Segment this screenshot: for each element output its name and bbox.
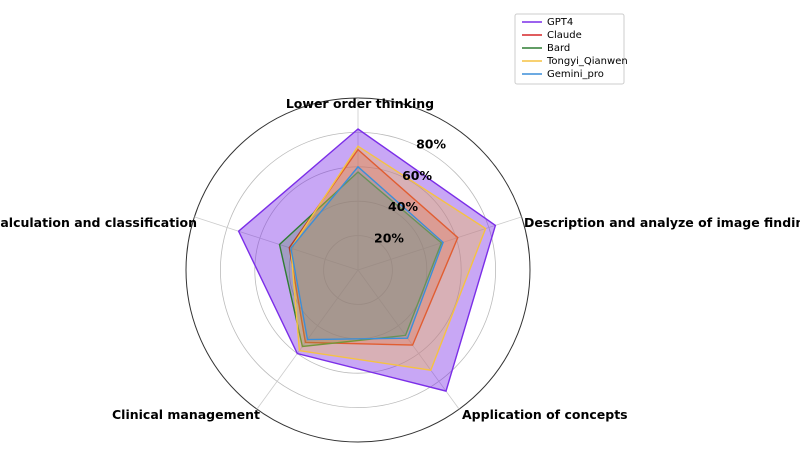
axis-labels: Lower order thinking Description and anal… [0, 96, 800, 422]
radar-series [237, 128, 497, 392]
series-tongyi-qianwen [290, 145, 487, 371]
axis-label: Calculation and classification [0, 215, 197, 230]
tick-label: 60% [402, 168, 432, 183]
legend-entry: Gemini_pro [547, 69, 604, 80]
axis-spoke [357, 269, 460, 410]
legend-entry: Claude [547, 30, 582, 41]
legend-box [514, 13, 625, 85]
legend-entry: Bard [547, 43, 570, 54]
axis-label: Lower order thinking [286, 96, 434, 111]
tick-label: 80% [416, 136, 446, 151]
tick-label: 20% [374, 231, 404, 246]
axis-spoke [194, 216, 359, 271]
tick-label: 40% [388, 199, 418, 214]
axis-spoke [357, 216, 522, 271]
legend: GPT4 Claude Bard Tongyi_Qianwen Gemini_pro [514, 13, 628, 85]
axis-label: Application of concepts [462, 407, 628, 422]
series-gemini-pro [290, 165, 444, 341]
axis-label: Clinical management [112, 407, 260, 422]
series-bard [278, 171, 443, 348]
axis-label: Description and analyze of image finding… [524, 215, 800, 230]
legend-entry: GPT4 [547, 17, 573, 28]
legend-entry: Tongyi_Qianwen [546, 56, 628, 67]
radial-ticks: 20% 40% 60% 80% [374, 136, 446, 245]
